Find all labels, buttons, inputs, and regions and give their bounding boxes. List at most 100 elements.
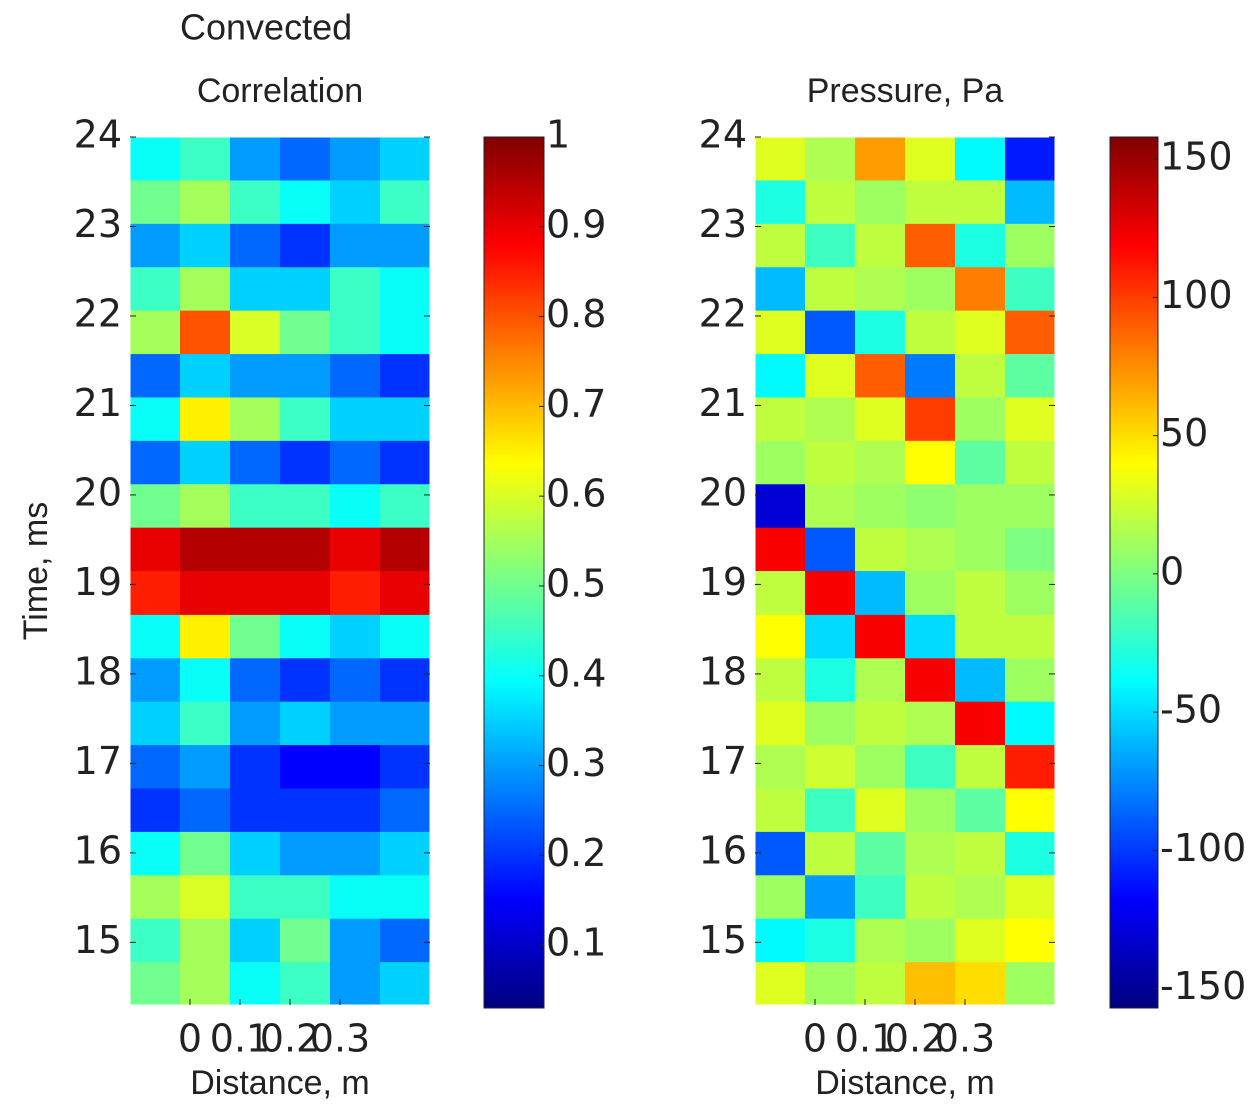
x-tick-label: 0.3	[935, 1017, 995, 1061]
heat-cell	[280, 788, 331, 832]
heat-cell	[180, 483, 231, 528]
heat-cell	[330, 527, 381, 572]
y-tick-label: 15	[74, 918, 122, 962]
heat-cell	[230, 788, 281, 832]
heat-cell	[180, 137, 231, 181]
heat-cell	[855, 961, 906, 1006]
heat-cell	[230, 396, 281, 441]
heat-cell	[855, 353, 906, 398]
colorbar-tick-label: 0.5	[546, 561, 606, 605]
heat-cell	[905, 396, 956, 441]
heat-cell	[805, 266, 856, 311]
heat-cell	[755, 831, 806, 876]
heat-cell	[905, 788, 956, 832]
heat-cell	[855, 918, 906, 963]
heat-cell	[130, 396, 181, 441]
heat-cell	[955, 137, 1006, 181]
heat-cell	[955, 440, 1006, 485]
heat-cell	[955, 788, 1006, 832]
heat-cell	[330, 874, 381, 919]
heat-cell	[330, 310, 381, 355]
colorbar-tick-label: 1	[546, 113, 570, 157]
heat-cell	[380, 353, 431, 398]
heat-cell	[380, 527, 431, 572]
heat-cell	[855, 570, 906, 615]
y-tick-label: 23	[74, 202, 122, 246]
heat-cell	[855, 831, 906, 876]
heat-cell	[1005, 874, 1056, 919]
plot-frame	[129, 136, 431, 1006]
heat-cell	[130, 266, 181, 311]
heat-cell	[855, 483, 906, 528]
y-tick-label: 21	[699, 381, 747, 425]
heat-cell	[955, 310, 1006, 355]
heat-cell	[330, 223, 381, 268]
colorbar	[1109, 136, 1159, 1009]
heat-cell	[380, 396, 431, 441]
heat-cell	[230, 137, 281, 181]
heat-cell	[805, 440, 856, 485]
heat-cell	[955, 179, 1006, 224]
heat-cell	[230, 353, 281, 398]
heat-cell	[955, 396, 1006, 441]
heat-cell	[380, 266, 431, 311]
heat-cell	[955, 266, 1006, 311]
heat-cell	[280, 744, 331, 789]
heat-cell	[330, 657, 381, 702]
colorbar-tick-label: 50	[1160, 411, 1208, 455]
heat-cell	[130, 831, 181, 876]
heat-cell	[180, 831, 231, 876]
heat-cell	[230, 961, 281, 1006]
heat-cell	[130, 918, 181, 963]
heat-cell	[805, 874, 856, 919]
heat-cell	[1005, 353, 1056, 398]
heat-cell	[905, 440, 956, 485]
heat-cell	[855, 266, 906, 311]
heat-cell	[230, 223, 281, 268]
y-tick-label: 22	[699, 291, 747, 335]
heat-cell	[755, 744, 806, 789]
heat-cell	[380, 831, 431, 876]
x-tick-label: 0	[178, 1017, 202, 1061]
y-tick-label: 22	[74, 291, 122, 335]
heat-cell	[130, 744, 181, 789]
heat-cell	[180, 701, 231, 746]
heat-cell	[905, 223, 956, 268]
heat-cell	[130, 440, 181, 485]
heat-cell	[230, 874, 281, 919]
heat-cell	[805, 614, 856, 659]
heat-cell	[280, 874, 331, 919]
heat-cell	[905, 527, 956, 572]
heat-cell	[180, 744, 231, 789]
heat-cell	[855, 657, 906, 702]
x-axis-label: Distance, m	[815, 1064, 995, 1102]
heat-cell	[230, 527, 281, 572]
heat-cell	[805, 570, 856, 615]
heat-cell	[805, 527, 856, 572]
axis-title: Correlation	[197, 72, 363, 110]
heat-cell	[380, 874, 431, 919]
heat-cell	[805, 137, 856, 181]
axis-title: Pressure, Pa	[807, 72, 1004, 110]
heat-cell	[955, 701, 1006, 746]
colorbar-tick-label: 0.2	[546, 831, 606, 875]
heat-cell	[330, 701, 381, 746]
heat-cell	[230, 179, 281, 224]
heat-cell	[1005, 440, 1056, 485]
heat-cell	[1005, 396, 1056, 441]
heat-cell	[1005, 570, 1056, 615]
heat-cell	[130, 223, 181, 268]
heat-cell	[380, 918, 431, 963]
heat-cell	[755, 614, 806, 659]
heat-cell	[1005, 961, 1056, 1006]
heat-cell	[855, 874, 906, 919]
heat-cell	[280, 353, 331, 398]
heat-cell	[130, 353, 181, 398]
heat-cell	[280, 396, 331, 441]
heat-cell	[905, 831, 956, 876]
heat-cell	[1005, 266, 1056, 311]
heat-cell	[1005, 179, 1056, 224]
heat-cell	[130, 570, 181, 615]
y-tick-label: 16	[699, 828, 747, 872]
heat-cell	[855, 310, 906, 355]
